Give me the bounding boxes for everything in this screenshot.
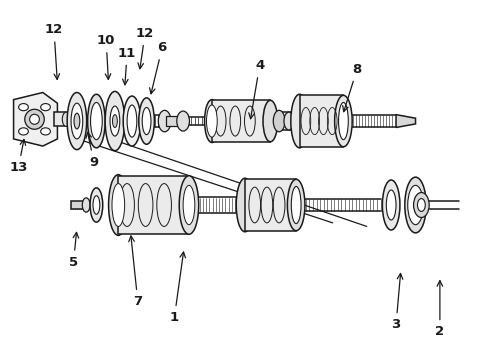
Ellipse shape (88, 94, 105, 148)
Ellipse shape (291, 186, 301, 224)
Ellipse shape (204, 100, 219, 143)
Ellipse shape (284, 112, 294, 130)
Text: 2: 2 (435, 281, 444, 338)
Text: 7: 7 (129, 236, 143, 308)
Ellipse shape (263, 100, 278, 142)
Ellipse shape (91, 103, 102, 140)
Text: 8: 8 (343, 63, 362, 112)
Ellipse shape (339, 103, 348, 140)
Bar (212, 100, 270, 142)
Polygon shape (396, 114, 416, 127)
Bar (71, 201, 86, 209)
Text: 3: 3 (392, 274, 403, 331)
Ellipse shape (19, 104, 28, 111)
Bar (118, 176, 189, 234)
Ellipse shape (236, 178, 254, 232)
Ellipse shape (41, 104, 50, 111)
Text: 9: 9 (86, 132, 98, 168)
Text: 5: 5 (69, 233, 79, 269)
Ellipse shape (139, 98, 154, 144)
Ellipse shape (335, 95, 352, 147)
Text: 1: 1 (170, 252, 186, 324)
Ellipse shape (291, 94, 308, 148)
Ellipse shape (206, 105, 217, 137)
Ellipse shape (177, 111, 190, 131)
Ellipse shape (414, 193, 429, 217)
Ellipse shape (113, 114, 117, 127)
Ellipse shape (382, 180, 400, 230)
Ellipse shape (25, 109, 44, 129)
Ellipse shape (93, 196, 100, 214)
Ellipse shape (30, 114, 39, 124)
Ellipse shape (109, 175, 128, 235)
Ellipse shape (74, 113, 80, 129)
Ellipse shape (142, 108, 151, 135)
Ellipse shape (273, 111, 285, 132)
Ellipse shape (19, 128, 28, 135)
Ellipse shape (110, 106, 120, 136)
Bar (245, 179, 296, 231)
Ellipse shape (112, 184, 124, 226)
Bar (299, 95, 343, 147)
Text: 13: 13 (9, 139, 27, 174)
Ellipse shape (179, 176, 199, 234)
Ellipse shape (62, 112, 70, 126)
Ellipse shape (90, 188, 103, 222)
Text: 10: 10 (97, 34, 115, 80)
Bar (54, 112, 66, 126)
Ellipse shape (158, 111, 171, 132)
Ellipse shape (183, 185, 195, 225)
Text: 6: 6 (149, 41, 167, 94)
Ellipse shape (67, 93, 87, 150)
Text: 12: 12 (45, 23, 63, 80)
Bar (166, 116, 183, 126)
Ellipse shape (82, 198, 90, 212)
Ellipse shape (127, 105, 137, 137)
Polygon shape (14, 93, 57, 146)
Ellipse shape (105, 91, 124, 151)
Ellipse shape (405, 177, 426, 233)
Text: 4: 4 (249, 59, 264, 119)
Ellipse shape (71, 103, 83, 139)
Ellipse shape (408, 185, 423, 225)
Ellipse shape (288, 179, 305, 231)
Ellipse shape (417, 199, 425, 211)
Ellipse shape (123, 96, 141, 146)
Text: 12: 12 (136, 27, 154, 69)
Ellipse shape (41, 128, 50, 135)
Ellipse shape (386, 190, 396, 220)
Text: 11: 11 (118, 47, 136, 85)
